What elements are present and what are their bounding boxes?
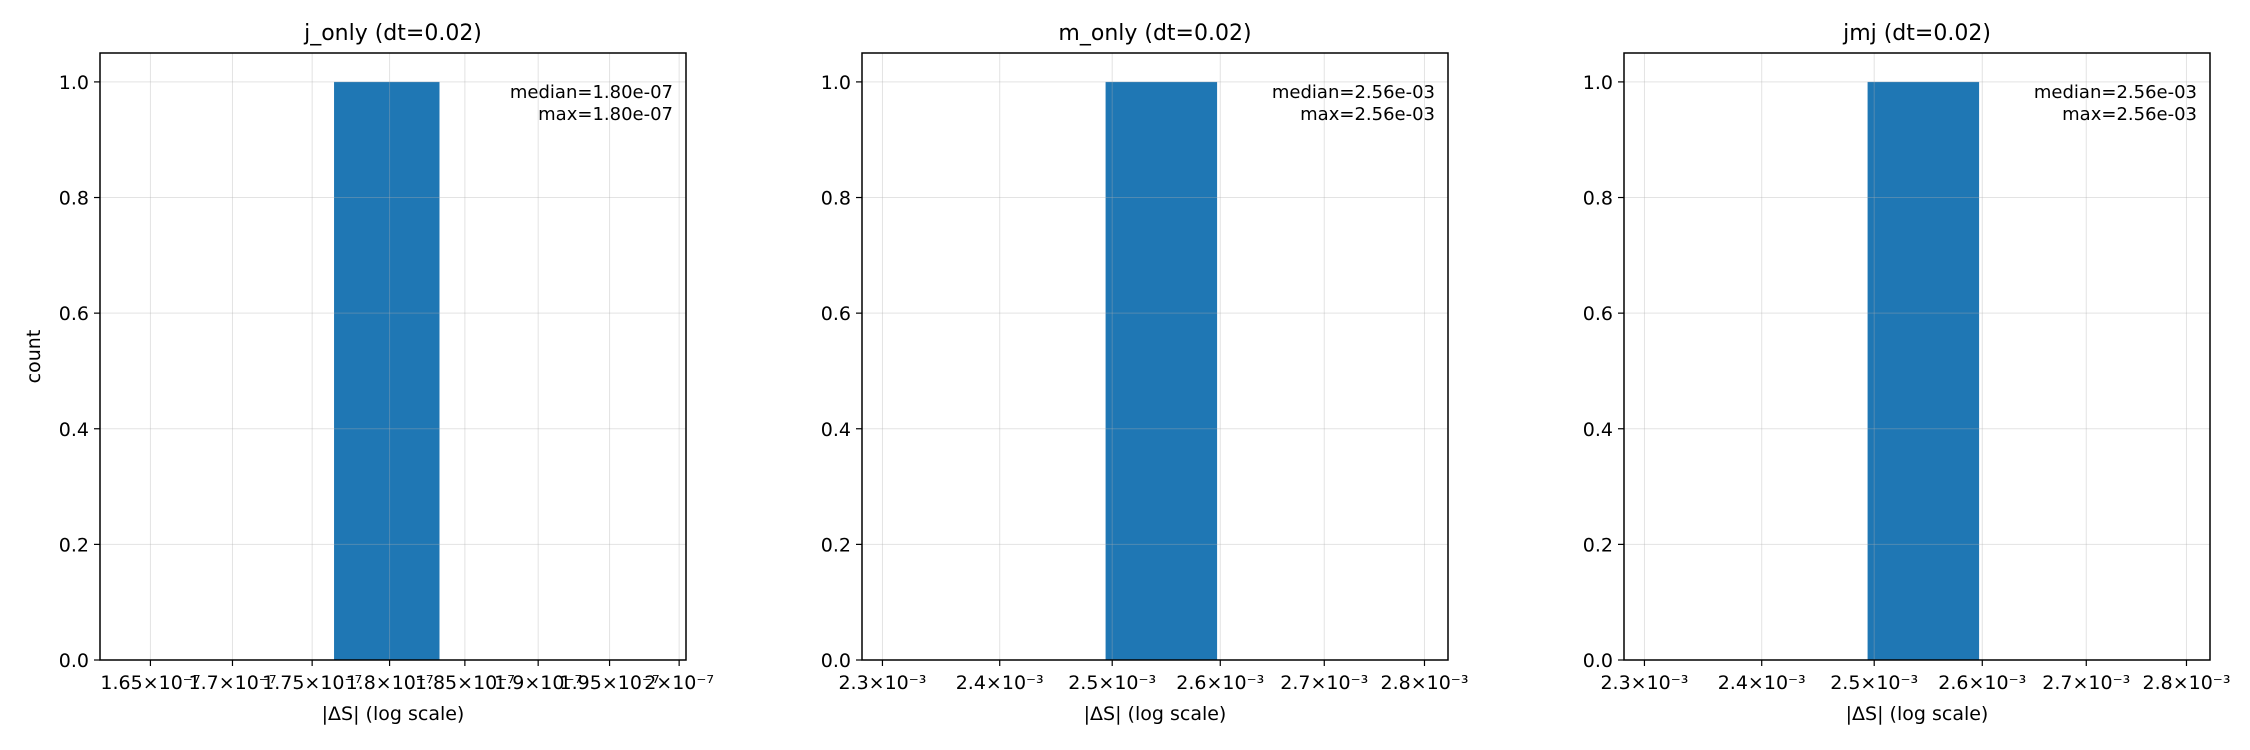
x-tick-label: 1.75×10⁻⁷ bbox=[262, 672, 362, 694]
chart-title: j_only (dt=0.02) bbox=[303, 21, 482, 46]
y-tick-label: 0.0 bbox=[821, 650, 851, 672]
axes-frame bbox=[99, 52, 687, 661]
x-tick-label: 2.7×10⁻³ bbox=[2042, 672, 2130, 694]
x-axis-label: |ΔS| (log scale) bbox=[1846, 703, 1989, 725]
stats-annotation: max=1.80e-07 bbox=[538, 104, 673, 125]
x-tick-label: 2.3×10⁻³ bbox=[1600, 672, 1688, 694]
x-tick-label: 2.6×10⁻³ bbox=[1938, 672, 2026, 694]
stats-annotation: median=2.56e-03 bbox=[1272, 82, 1435, 103]
stats-annotation: max=2.56e-03 bbox=[2062, 104, 2197, 125]
histogram-bar bbox=[1105, 81, 1218, 660]
x-tick-label: 2.4×10⁻³ bbox=[956, 672, 1044, 694]
x-tick-label: 1.8×10⁻⁷ bbox=[346, 672, 434, 694]
x-tick-label: 2.6×10⁻³ bbox=[1176, 672, 1264, 694]
chart-panel-3: 0.0 0.2 0.4 0.6 0.8 1.0 2.3×10⁻³ 2.4×10⁻³ 2.5×10… bbox=[1583, 21, 2231, 725]
x-tick-label: 1.65×10⁻⁷ bbox=[100, 672, 200, 694]
y-tick-label: 0.8 bbox=[821, 188, 851, 210]
x-tick-label: 1.85×10⁻⁷ bbox=[415, 672, 515, 694]
stats-annotation: max=2.56e-03 bbox=[1300, 104, 1435, 125]
axes-frame bbox=[861, 52, 1449, 661]
y-tick-label: 1.0 bbox=[1583, 72, 1613, 94]
y-tick-label: 0.4 bbox=[59, 419, 89, 441]
y-tick-label: 0.4 bbox=[1583, 419, 1613, 441]
histogram-bar bbox=[1867, 81, 1980, 660]
y-tick-label: 0.8 bbox=[59, 188, 89, 210]
x-tick-label: 2.3×10⁻³ bbox=[838, 672, 926, 694]
x-axis-label: |ΔS| (log scale) bbox=[322, 703, 465, 725]
y-tick-label: 0.8 bbox=[1583, 188, 1613, 210]
x-tick-label: 2.5×10⁻³ bbox=[1830, 672, 1918, 694]
y-tick-label: 0.2 bbox=[821, 534, 851, 556]
x-tick-label: 2.7×10⁻³ bbox=[1280, 672, 1368, 694]
chart-title: m_only (dt=0.02) bbox=[1058, 21, 1251, 46]
x-axis-label: |ΔS| (log scale) bbox=[1084, 703, 1227, 725]
y-tick-label: 0.0 bbox=[1583, 650, 1613, 672]
y-tick-label: 0.6 bbox=[59, 303, 89, 325]
chart-title: jmj (dt=0.02) bbox=[1842, 21, 1991, 46]
y-tick-label: 0.6 bbox=[821, 303, 851, 325]
y-tick-label: 0.0 bbox=[59, 650, 89, 672]
x-tick-label: 2.4×10⁻³ bbox=[1718, 672, 1806, 694]
x-tick-label: 1.95×10⁻⁷ bbox=[560, 672, 660, 694]
stats-annotation: median=1.80e-07 bbox=[510, 82, 673, 103]
y-tick-label: 0.2 bbox=[59, 534, 89, 556]
chart-panel-1: 0.0 0.2 0.4 0.6 0.8 1.0 1.65×10⁻⁷1.7×10⁻⁷1.75×… bbox=[23, 21, 714, 725]
histogram-bar bbox=[334, 81, 440, 660]
x-tick-label: 2.5×10⁻³ bbox=[1068, 672, 1156, 694]
y-tick-label: 1.0 bbox=[59, 72, 89, 94]
axes-frame bbox=[1623, 52, 2211, 661]
x-tick-label: 1.7×10⁻⁷ bbox=[188, 672, 276, 694]
y-tick-label: 1.0 bbox=[821, 72, 851, 94]
x-tick-label: 2×10⁻⁷ bbox=[644, 672, 714, 694]
chart-panel-2: 0.0 0.2 0.4 0.6 0.8 1.0 2.3×10⁻³ 2.4×10⁻³ 2.5×10… bbox=[821, 21, 1469, 725]
stats-annotation: median=2.56e-03 bbox=[2034, 82, 2197, 103]
y-tick-label: 0.4 bbox=[821, 419, 851, 441]
y-tick-label: 0.6 bbox=[1583, 303, 1613, 325]
x-tick-label: 1.9×10⁻⁷ bbox=[494, 672, 582, 694]
y-axis-label: count bbox=[23, 330, 45, 384]
x-tick-label: 2.8×10⁻³ bbox=[1380, 672, 1468, 694]
y-tick-label: 0.2 bbox=[1583, 534, 1613, 556]
x-tick-label: 2.8×10⁻³ bbox=[2142, 672, 2230, 694]
